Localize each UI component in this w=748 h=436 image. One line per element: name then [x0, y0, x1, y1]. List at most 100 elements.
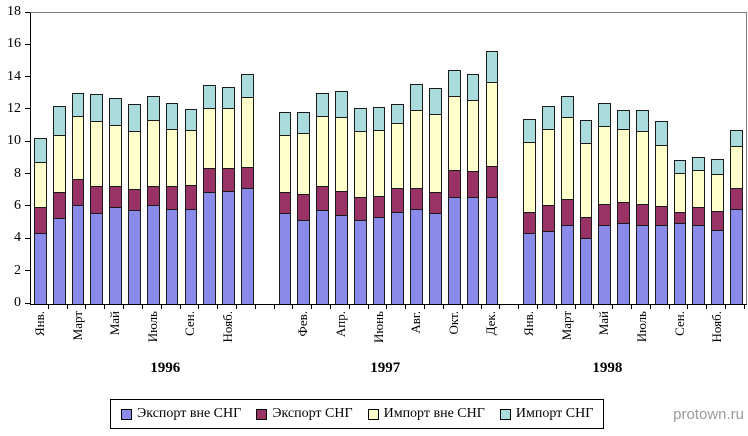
bar-segment — [34, 162, 47, 207]
bar-segment — [90, 94, 104, 121]
month-label-cell — [237, 311, 256, 363]
x-tick-mark — [688, 304, 708, 309]
legend-item: Экспорт вне СНГ — [121, 406, 241, 422]
bar-segment — [71, 179, 85, 205]
bar-segment — [316, 210, 329, 304]
watermark-text: protown.ru — [673, 406, 744, 423]
legend-label: Экспорт СНГ — [272, 406, 353, 421]
bar-slot — [69, 13, 88, 304]
legend-color-swatch — [499, 408, 511, 420]
bar-segment — [673, 173, 687, 212]
bar-segment — [429, 114, 442, 192]
month-label-cell — [576, 311, 595, 363]
x-tick-mark — [538, 304, 557, 309]
legend-color-swatch — [367, 408, 379, 420]
stacked-bar — [278, 112, 292, 304]
bar-segment — [391, 188, 405, 212]
x-tick-mark — [519, 304, 538, 309]
y-tick-label: 12 — [7, 101, 21, 116]
bar-segment — [109, 125, 123, 186]
bar-segment — [297, 133, 311, 194]
bar-segment — [222, 168, 235, 191]
bar-segment — [34, 138, 47, 162]
bar-segment — [447, 170, 461, 197]
bar-segment — [297, 220, 311, 304]
bar-slot — [294, 13, 313, 304]
stacked-bar — [240, 74, 254, 304]
month-label-cell — [49, 311, 68, 363]
bar-segment — [730, 146, 743, 188]
x-tick-mark — [331, 304, 350, 309]
x-tick-mark — [293, 304, 313, 309]
y-tick-label: 14 — [7, 68, 21, 84]
bar-slot — [31, 13, 50, 304]
bar-segment — [673, 223, 687, 304]
bar-segment — [316, 116, 329, 186]
x-tick-mark — [162, 304, 181, 309]
y-tick-mark — [25, 76, 30, 78]
x-tick-mark — [670, 304, 689, 309]
x-tick-mark — [312, 304, 331, 309]
bar-segment — [71, 116, 85, 179]
stacked-bar — [297, 112, 311, 304]
x-tick-mark — [68, 304, 87, 309]
month-label-cell: Июнь — [369, 311, 388, 363]
y-axis: 18 16 14 12 10 8 6 4 2 0 — [0, 5, 30, 310]
y-tick-mark — [25, 108, 30, 110]
y-tick-label: 0 — [14, 295, 21, 310]
bar-segment — [560, 199, 574, 225]
x-tick-mark — [49, 304, 68, 309]
bar-segment — [485, 51, 499, 82]
y-tick-label: 4 — [14, 230, 21, 246]
bar-slot — [558, 13, 577, 304]
year-gap-slot — [501, 13, 520, 304]
x-tick-mark — [576, 304, 595, 309]
bar-slot — [539, 13, 558, 304]
bar-segment — [240, 167, 254, 188]
stacked-bar — [523, 119, 536, 304]
bar-segment — [353, 131, 367, 197]
bar-segment — [541, 205, 555, 231]
stacked-bar — [353, 108, 367, 304]
bar-segment — [372, 196, 386, 217]
x-tick-mark — [500, 304, 520, 309]
bar-segment — [71, 93, 85, 116]
month-label: Дек. — [483, 311, 499, 336]
bar-slot — [125, 13, 144, 304]
bar-segment — [654, 206, 668, 225]
bar-segment — [711, 230, 725, 304]
y-tick-mark — [25, 237, 30, 239]
bar-segment — [109, 186, 123, 207]
x-tick-mark — [218, 304, 237, 309]
bar-slot — [614, 13, 633, 304]
bar-segment — [335, 191, 348, 215]
bar-segment — [485, 82, 499, 166]
bar-slot — [351, 13, 370, 304]
stacked-bar — [146, 96, 160, 304]
month-label-cell: Сен. — [181, 311, 200, 363]
month-label-cell: Нояб. — [707, 311, 726, 363]
x-tick-mark — [557, 304, 576, 309]
bar-segment — [391, 212, 405, 304]
bar-slot — [163, 13, 182, 304]
month-label-cell: Янв. — [519, 311, 538, 363]
month-label-cell: Нояб. — [218, 311, 237, 363]
stacked-bar — [335, 91, 348, 304]
legend-label: Импорт вне СНГ — [383, 406, 485, 421]
x-tick-mark — [632, 304, 651, 309]
month-label: Июнь — [370, 311, 386, 343]
x-tick-mark — [613, 304, 632, 309]
bar-segment — [447, 197, 461, 304]
bar-segment — [466, 74, 480, 100]
bar-segment — [372, 107, 386, 130]
bar-segment — [52, 135, 66, 192]
month-label-cell: Май — [105, 311, 124, 363]
bar-segment — [541, 106, 555, 129]
stacked-bar — [673, 160, 687, 304]
month-label-row: Янв. Март Май Июль Сен. Нояб. Фев. Апр. Июнь Авг.… — [30, 311, 745, 363]
year-gap-slot — [257, 13, 276, 304]
bar-segment — [222, 191, 235, 304]
bar-slot — [671, 13, 690, 304]
month-label-cell — [124, 311, 143, 363]
legend-label: Импорт СНГ — [515, 406, 594, 421]
